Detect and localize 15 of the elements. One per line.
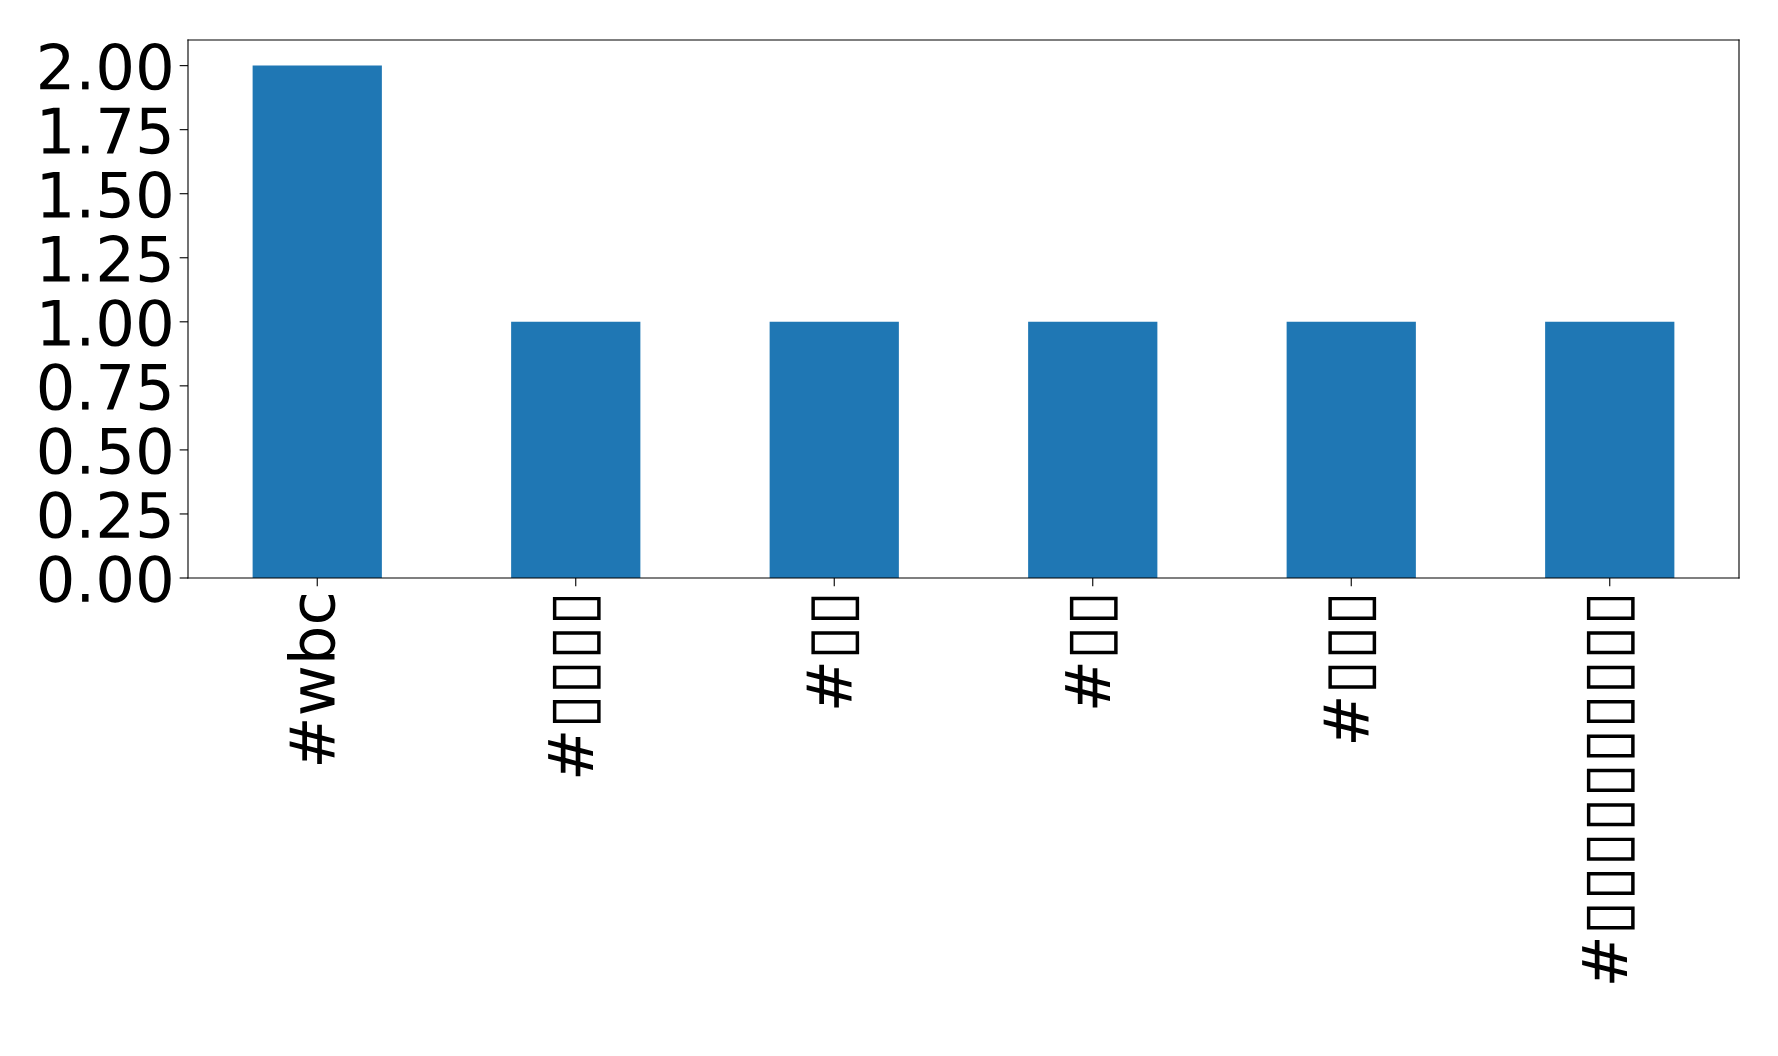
x-tick-label: #▯▯: [806, 596, 860, 708]
y-tick-label: 0.25: [39, 491, 170, 539]
x-tick-label: #▯▯▯▯▯▯▯▯▯▯: [1582, 596, 1635, 983]
y-tick-label: 0.00: [39, 555, 171, 603]
y-tick-label: 0.75: [39, 363, 170, 411]
x-tick-label: #▯▯▯▯: [548, 596, 601, 777]
y-tick-label: 1.25: [42, 235, 170, 283]
x-tick-label: #wbc: [287, 595, 336, 764]
x-tick-label: #▯▯▯: [1323, 596, 1377, 742]
y-tick-label: 1.50: [42, 171, 171, 219]
y-tick-label: 1.00: [42, 299, 171, 347]
x-tick-label: #▯▯: [1065, 596, 1118, 708]
y-tick-label: 1.75: [42, 107, 170, 155]
y-tick-label: 2.00: [40, 42, 171, 91]
y-tick-label: 0.50: [39, 427, 171, 475]
